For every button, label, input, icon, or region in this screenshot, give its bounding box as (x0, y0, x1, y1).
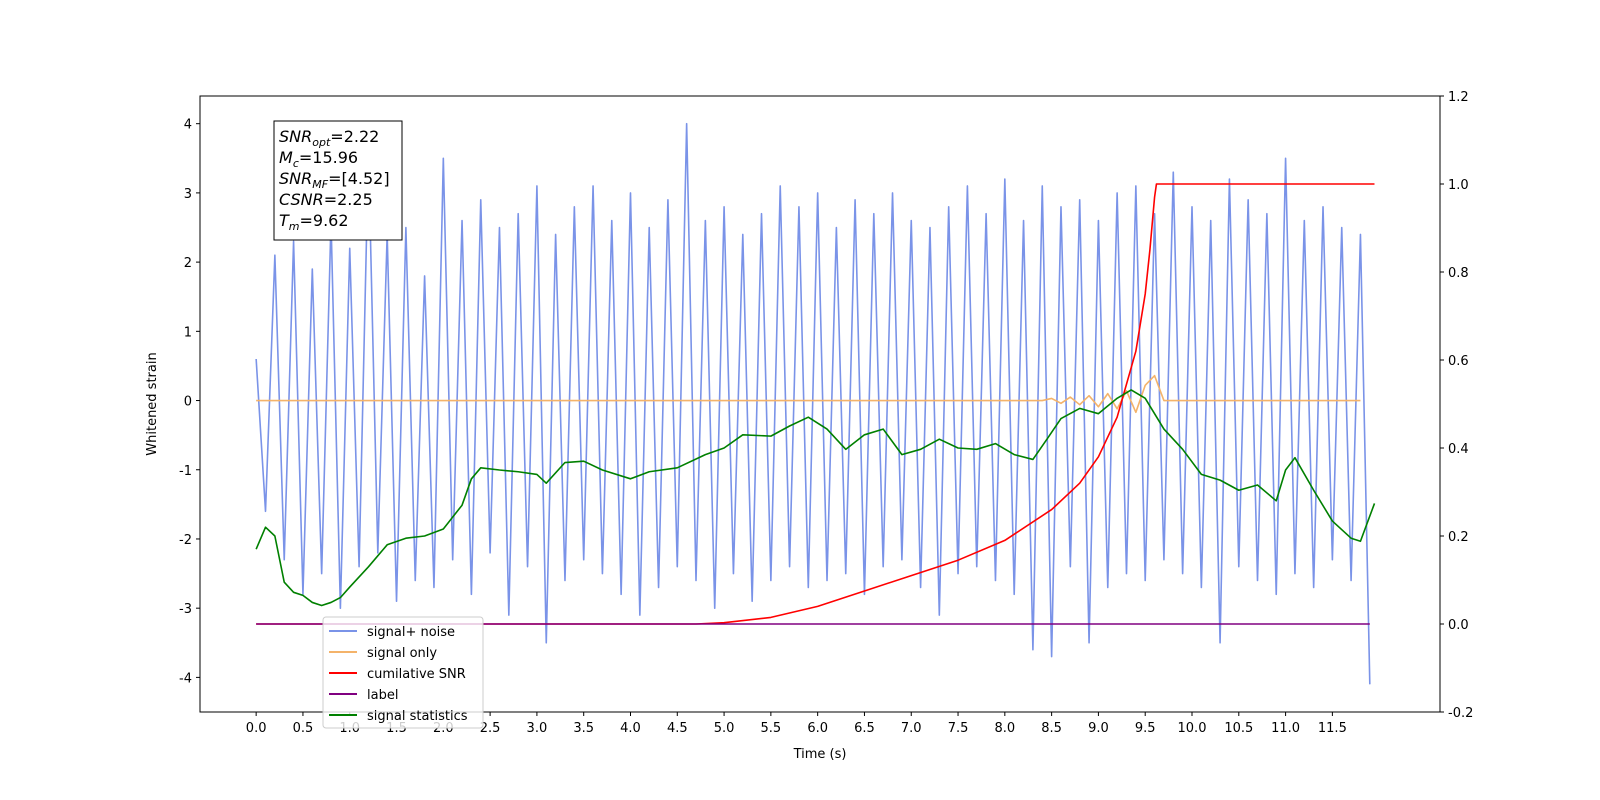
annotation-line: Mc=15.96 (279, 148, 358, 170)
series-line (255, 389, 1376, 607)
x-tick-label: 5.0 (714, 721, 735, 736)
x-tick-label: 11.5 (1318, 721, 1347, 736)
annotation-value: =9.62 (300, 211, 349, 230)
plot-frame (199, 95, 1441, 713)
y2-tick-label: 1.0 (1448, 178, 1469, 193)
y2-tick-label: 0.4 (1448, 442, 1469, 457)
legend-label: label (367, 688, 398, 703)
y-tick-label: 1 (184, 325, 192, 340)
annotation-subscript: m (289, 220, 300, 233)
legend-label: signal only (367, 646, 437, 661)
y2-tick-label: 0.0 (1448, 618, 1469, 633)
annotation-subscript: c (293, 157, 299, 170)
x-tick-label: 10.5 (1224, 721, 1253, 736)
series-line (256, 374, 1361, 414)
annotation-symbol: M (279, 148, 293, 167)
x-tick-label: 7.5 (948, 721, 969, 736)
legend-label: cumilative SNR (367, 667, 466, 682)
legend-box (322, 616, 484, 729)
annotation-symbol: SNR (279, 127, 312, 146)
annotation-line: SNRMF=[4.52] (279, 169, 390, 191)
x-tick-label: 0.0 (246, 721, 267, 736)
x-axis-label: Time (s) (793, 747, 847, 762)
y-tick-label: 4 (184, 118, 192, 133)
annotation-line: SNRopt=2.22 (279, 127, 379, 149)
series-line (256, 183, 1375, 625)
y-tick-label: 3 (184, 187, 192, 202)
annotation-value: =2.25 (324, 190, 373, 209)
y2-tick-label: 0.6 (1448, 354, 1469, 369)
x-tick-label: 10.0 (1178, 721, 1207, 736)
annotation-line: CSNR=2.25 (279, 190, 373, 209)
y-tick-label: -2 (179, 533, 192, 548)
y-tick-label: 2 (184, 256, 192, 271)
annotation-symbol: SNR (279, 169, 312, 188)
y2-tick-label: 1.2 (1448, 90, 1469, 105)
annotation-symbol: CSNR (279, 190, 324, 209)
annotation-line: Tm=9.62 (279, 211, 349, 233)
annotation-value: =2.22 (330, 127, 379, 146)
x-tick-label: 0.5 (293, 721, 314, 736)
x-tick-label: 6.0 (807, 721, 828, 736)
x-tick-label: 4.5 (667, 721, 688, 736)
y-tick-label: -4 (179, 671, 192, 686)
annotation-subscript: MF (312, 178, 328, 191)
x-tick-label: 9.5 (1135, 721, 1156, 736)
y-tick-label: 0 (184, 395, 192, 410)
y2-tick-label: 0.2 (1448, 530, 1469, 545)
annotation-box (273, 120, 403, 241)
y2-tick-label: -0.2 (1448, 706, 1473, 721)
x-tick-label: 8.0 (994, 721, 1015, 736)
x-tick-label: 7.0 (901, 721, 922, 736)
x-tick-label: 5.5 (761, 721, 782, 736)
annotation-symbol: T (279, 211, 290, 230)
y-tick-label: -3 (179, 602, 192, 617)
x-tick-label: 3.5 (573, 721, 594, 736)
x-tick-label: 6.5 (854, 721, 875, 736)
x-tick-label: 11.0 (1271, 721, 1300, 736)
y2-tick-label: 0.8 (1448, 266, 1469, 281)
legend-label: signal+ noise (367, 625, 455, 640)
legend-label: signal statistics (367, 709, 468, 724)
y-axis-label: Whitened strain (145, 352, 160, 455)
x-tick-label: 4.0 (620, 721, 641, 736)
x-tick-label: 2.5 (480, 721, 501, 736)
annotation-subscript: opt (312, 136, 331, 149)
annotation-value: =[4.52] (328, 169, 390, 188)
series-line (255, 122, 1371, 685)
annotation-value: =15.96 (299, 148, 358, 167)
x-tick-label: 8.5 (1041, 721, 1062, 736)
x-tick-label: 9.0 (1088, 721, 1109, 736)
y-tick-label: -1 (179, 464, 192, 479)
x-tick-label: 3.0 (527, 721, 548, 736)
